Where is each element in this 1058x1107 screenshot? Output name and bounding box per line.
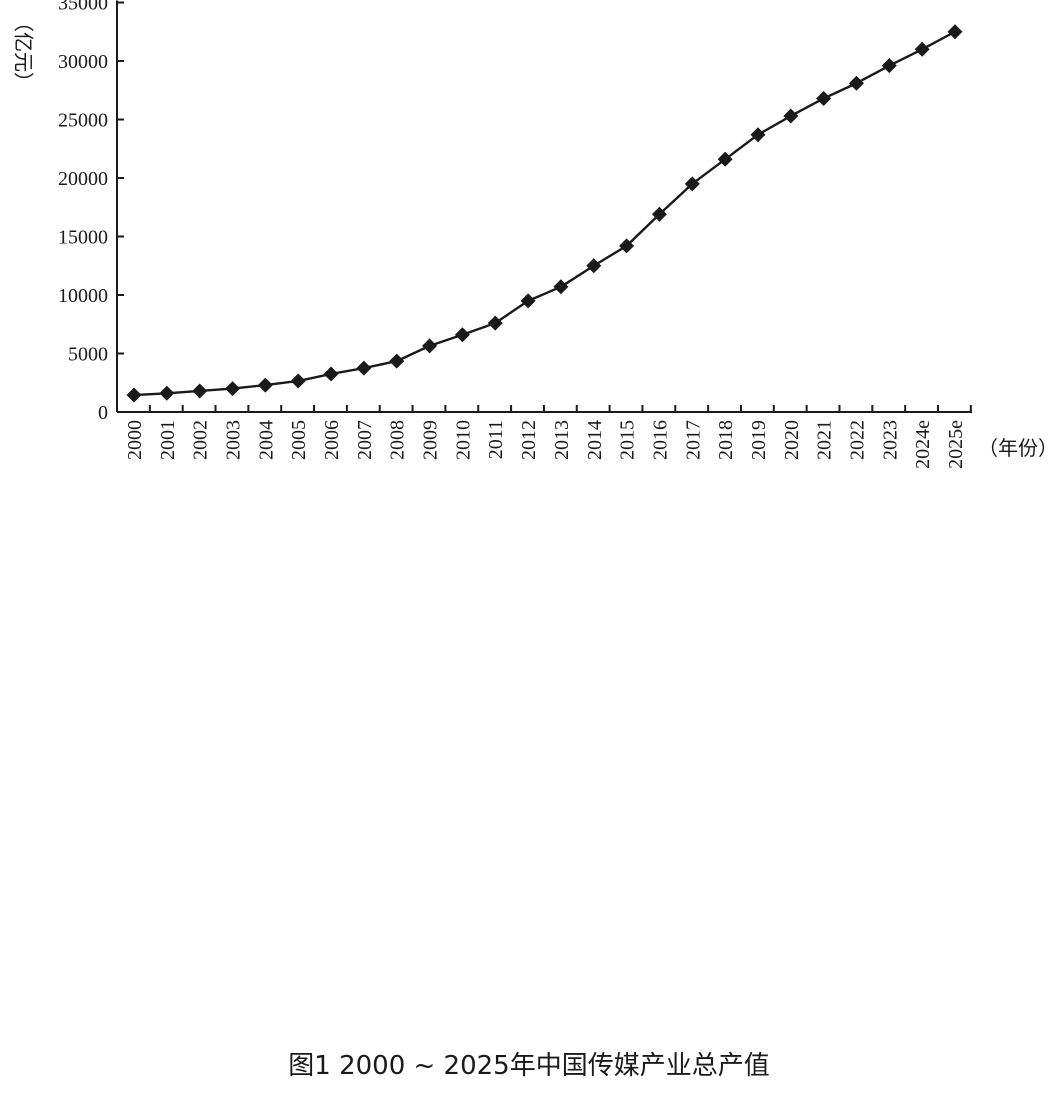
data-point xyxy=(619,238,635,254)
x-tick-label: 2024e xyxy=(912,420,934,469)
data-point xyxy=(389,353,405,369)
x-tick-label: 2016 xyxy=(649,420,671,460)
x-tick-label: 2018 xyxy=(715,420,737,460)
data-point xyxy=(816,90,832,106)
y-tick-label: 5000 xyxy=(68,344,108,366)
y-tick-label: 35000 xyxy=(58,0,108,15)
axis-units: （亿元） （年份） xyxy=(12,12,1058,460)
x-tick-label: 2008 xyxy=(387,420,409,460)
x-tick-label: 2004 xyxy=(255,420,277,460)
x-tick-label: 2007 xyxy=(354,420,376,460)
data-point xyxy=(159,385,175,401)
x-tick-label: 2003 xyxy=(223,420,245,460)
y-axis: 0 5000 10000 15000 20000 25000 30000 35000 xyxy=(58,0,124,424)
y-axis-unit: （亿元） xyxy=(12,12,36,92)
x-tick-label: 2009 xyxy=(420,420,442,460)
data-point xyxy=(586,258,602,274)
x-tick-label: 2013 xyxy=(551,420,573,460)
x-tick-label: 2023 xyxy=(879,420,901,460)
data-point xyxy=(783,108,799,124)
x-axis: 2000 2001 2002 2003 2004 2005 2006 2007 2008 2009… xyxy=(117,405,972,469)
x-tick-label: 2021 xyxy=(814,420,836,460)
line-chart: 0 5000 10000 15000 20000 25000 30000 35000 2000… xyxy=(12,0,1058,469)
data-point xyxy=(290,373,306,389)
x-tick-label: 2012 xyxy=(518,420,540,460)
data-point xyxy=(848,75,864,91)
x-tick-label: 2005 xyxy=(288,420,310,460)
y-tick-label: 15000 xyxy=(58,227,108,249)
data-point xyxy=(553,279,569,295)
data-point xyxy=(881,58,897,74)
data-point xyxy=(192,383,208,399)
data-point xyxy=(126,387,142,403)
y-tick-label: 30000 xyxy=(58,51,108,73)
x-tick-label: 2017 xyxy=(682,420,704,460)
data-point xyxy=(487,315,503,331)
y-tick-label: 20000 xyxy=(58,168,108,190)
x-tick-label: 2014 xyxy=(584,420,606,460)
x-axis-unit: （年份） xyxy=(978,436,1058,460)
x-tick-label: 2006 xyxy=(321,420,343,460)
y-tick-label: 0 xyxy=(98,402,108,424)
x-tick-label: 2015 xyxy=(617,420,639,460)
y-tick-label: 25000 xyxy=(58,110,108,132)
data-point xyxy=(323,366,339,382)
data-point xyxy=(914,41,930,57)
x-tick-label: 2000 xyxy=(124,420,146,460)
x-tick-label: 2002 xyxy=(190,420,212,460)
data-point xyxy=(651,206,667,222)
y-tick-label: 10000 xyxy=(58,285,108,307)
x-tick-label: 2019 xyxy=(748,420,770,460)
x-tick-label: 2022 xyxy=(846,420,868,460)
x-tick-label: 2025e xyxy=(945,420,967,469)
data-point xyxy=(750,127,766,143)
data-point xyxy=(717,151,733,167)
data-point xyxy=(225,381,241,397)
data-point xyxy=(684,176,700,192)
data-point xyxy=(257,377,273,393)
data-point xyxy=(454,327,470,343)
data-point xyxy=(947,24,963,40)
series-line xyxy=(133,30,956,397)
x-tick-label: 2001 xyxy=(157,420,179,460)
x-tick-label: 2011 xyxy=(485,420,507,459)
data-point xyxy=(422,338,438,354)
data-point xyxy=(356,360,372,376)
x-tick-label: 2010 xyxy=(452,420,474,460)
figure-caption: 图1 2000 ~ 2025年中国传媒产业总产值 xyxy=(288,1051,770,1081)
x-tick-label: 2020 xyxy=(781,420,803,460)
data-point xyxy=(520,293,536,309)
data-series xyxy=(126,24,963,403)
